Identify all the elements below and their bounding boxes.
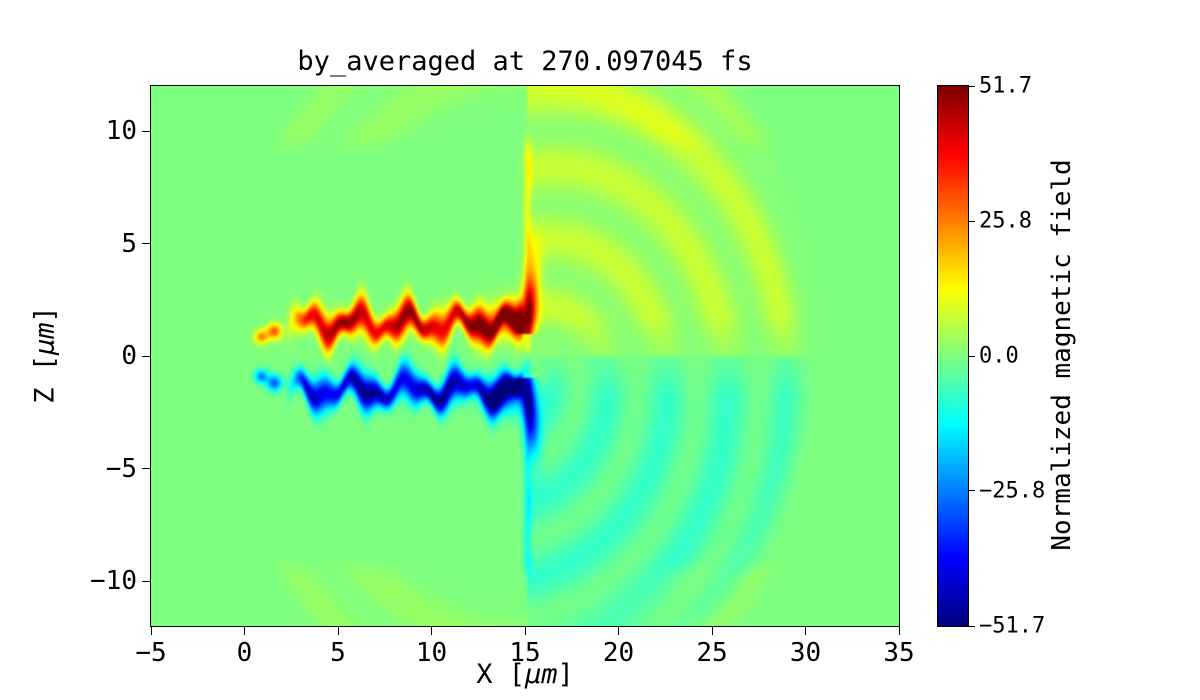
x-tick (431, 627, 432, 635)
x-tick (337, 627, 339, 635)
colorbar-tick (969, 625, 975, 627)
x-tick-label: 30 (789, 638, 822, 668)
y-tick (142, 355, 150, 357)
y-axis-label-prefix: Z [ (29, 355, 61, 404)
colorbar-tick-label: −51.7 (979, 613, 1046, 639)
x-tick-label: 20 (602, 638, 635, 668)
x-axis-label-prefix: X [ (476, 659, 525, 690)
x-tick-label: 5 (330, 638, 346, 668)
y-tick (142, 580, 150, 582)
colorbar-tick (969, 490, 975, 492)
x-tick-label: −5 (135, 638, 167, 668)
colorbar-tick-label: 25.8 (979, 208, 1032, 234)
y-tick-label: 0 (121, 341, 137, 371)
colorbar-tick (969, 355, 975, 357)
colorbar-tick (969, 85, 975, 87)
y-tick (142, 243, 150, 244)
colorbar-tick-label: −25.8 (979, 478, 1046, 504)
x-axis-label: X [μm] (476, 659, 574, 690)
x-tick-label: 0 (236, 638, 253, 668)
x-tick (711, 627, 713, 635)
y-tick (142, 130, 150, 132)
colorbar-tick-label: 51.7 (979, 73, 1032, 99)
x-tick-label: 25 (696, 638, 728, 668)
y-axis-label-mu: μm (29, 322, 61, 355)
x-tick-label: 15 (509, 638, 541, 668)
x-tick-label: 10 (415, 638, 448, 668)
x-tick (618, 627, 619, 635)
y-tick-label: −10 (90, 566, 137, 596)
colorbar-tick-label: 0.0 (979, 343, 1019, 369)
colorbar-tick (969, 220, 975, 222)
y-tick-label: 5 (121, 228, 137, 259)
x-tick (898, 627, 900, 635)
x-axis-label-suffix: ] (557, 659, 574, 690)
x-tick (805, 627, 806, 635)
chart-title: by_averaged at 270.097045 fs (297, 46, 753, 77)
colorbar-label: Normalized magnetic field (1047, 159, 1077, 551)
colorbar (937, 85, 969, 627)
x-tick-label: 35 (883, 638, 915, 668)
x-tick (244, 627, 245, 635)
x-axis-label-mu: μm (525, 659, 558, 690)
heatmap-canvas (150, 85, 900, 627)
x-tick (150, 627, 152, 635)
y-axis-label: Z [μm] (30, 306, 61, 404)
x-tick (524, 627, 526, 635)
y-tick-label: 10 (105, 116, 137, 146)
y-tick-label: −5 (105, 453, 137, 484)
y-axis-label-suffix: ] (29, 306, 61, 323)
y-tick (142, 468, 150, 469)
